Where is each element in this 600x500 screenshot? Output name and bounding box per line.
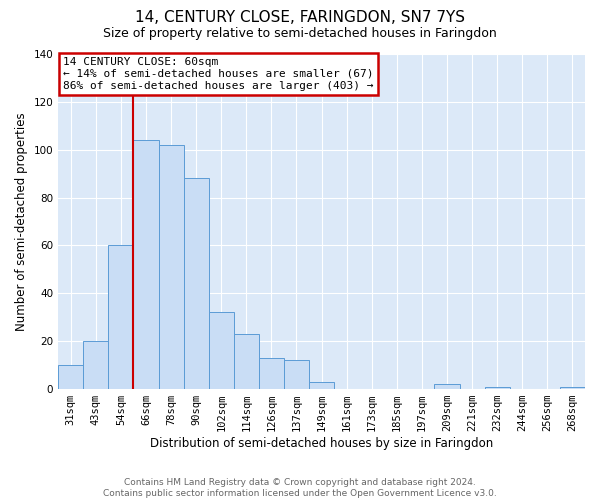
Bar: [83, 341, 109, 389]
Bar: [58, 365, 83, 389]
Bar: [184, 178, 209, 389]
Bar: [485, 386, 510, 389]
Bar: [284, 360, 309, 389]
Y-axis label: Number of semi-detached properties: Number of semi-detached properties: [15, 112, 28, 331]
X-axis label: Distribution of semi-detached houses by size in Faringdon: Distribution of semi-detached houses by …: [150, 437, 493, 450]
Text: Size of property relative to semi-detached houses in Faringdon: Size of property relative to semi-detach…: [103, 28, 497, 40]
Text: 14, CENTURY CLOSE, FARINGDON, SN7 7YS: 14, CENTURY CLOSE, FARINGDON, SN7 7YS: [135, 10, 465, 25]
Text: Contains HM Land Registry data © Crown copyright and database right 2024.
Contai: Contains HM Land Registry data © Crown c…: [103, 478, 497, 498]
Bar: [560, 386, 585, 389]
Bar: [109, 246, 133, 389]
Text: 14 CENTURY CLOSE: 60sqm
← 14% of semi-detached houses are smaller (67)
86% of se: 14 CENTURY CLOSE: 60sqm ← 14% of semi-de…: [64, 58, 374, 90]
Bar: [434, 384, 460, 389]
Bar: [133, 140, 158, 389]
Bar: [209, 312, 234, 389]
Bar: [259, 358, 284, 389]
Bar: [158, 145, 184, 389]
Bar: [309, 382, 334, 389]
Bar: [234, 334, 259, 389]
